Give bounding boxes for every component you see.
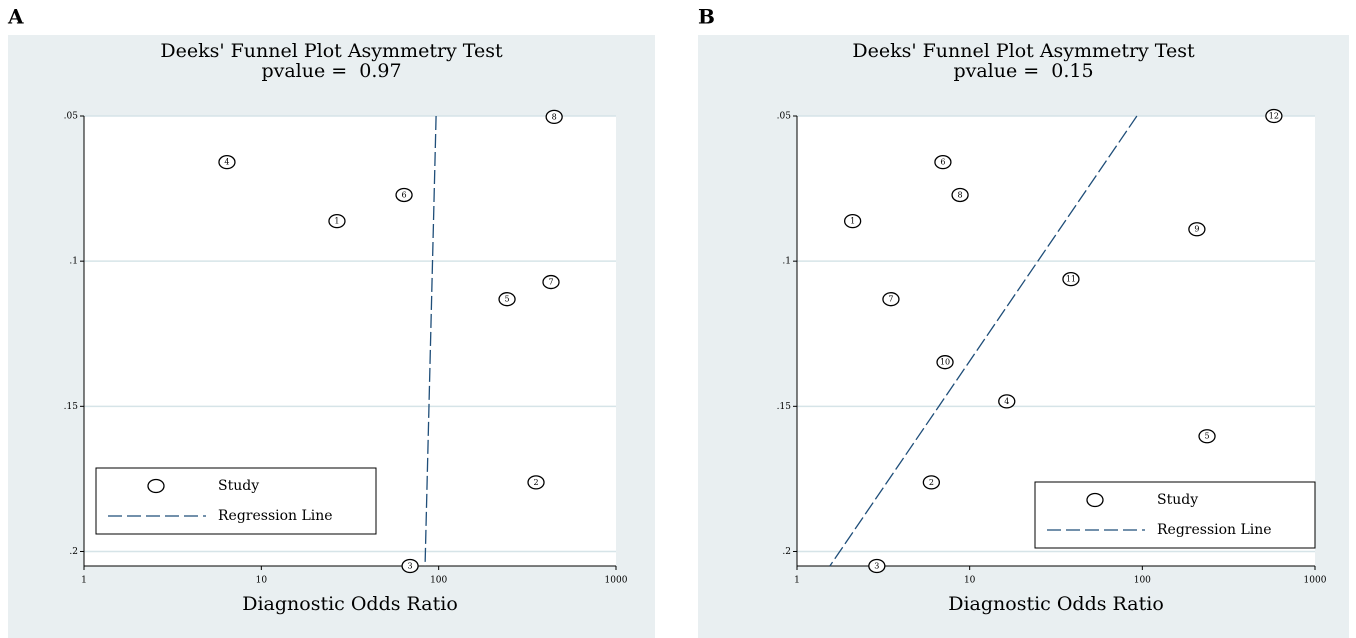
point-label: 11 [1066, 275, 1076, 284]
point-label: 10 [940, 358, 950, 367]
study-point [545, 109, 563, 125]
study-point [936, 355, 954, 370]
point-label: 9 [1194, 225, 1199, 234]
x-tick-label: 100 [430, 576, 447, 586]
legend-box [95, 467, 377, 535]
point-label: 8 [958, 190, 963, 199]
legend-box [1034, 481, 1316, 549]
y-tick-label: .2 [782, 547, 791, 557]
study-point [1198, 429, 1216, 444]
x-tick-label: 1 [81, 576, 87, 586]
study-point [1188, 222, 1206, 237]
x-axis-label: Diagnostic Odds Ratio [242, 593, 458, 615]
study-point [922, 475, 941, 490]
panel-label: A [7, 5, 24, 29]
legend-label: Regression Line [218, 508, 333, 524]
point-label: 5 [1204, 432, 1209, 441]
y-tick-label: .2 [69, 547, 78, 557]
point-label: 1 [334, 217, 339, 226]
chart-title: Deeks' Funnel Plot Asymmetry Test [852, 40, 1195, 62]
y-tick-label: .05 [64, 112, 79, 122]
point-label: 12 [1269, 112, 1279, 121]
study-point [1062, 272, 1080, 287]
panel-label: B [698, 5, 715, 29]
x-tick-label: 1000 [605, 576, 628, 586]
point-label: 5 [505, 295, 510, 304]
point-label: 3 [408, 562, 413, 571]
point-label: 6 [940, 158, 945, 167]
y-tick-label: .05 [777, 112, 792, 122]
study-point [218, 155, 236, 170]
point-label: 3 [874, 562, 879, 571]
study-point [998, 394, 1016, 409]
study-point [934, 155, 952, 170]
study-point [395, 187, 413, 203]
chart-title: Deeks' Funnel Plot Asymmetry Test [160, 40, 503, 62]
study-point [527, 475, 545, 490]
study-point [951, 187, 969, 203]
study-point [882, 292, 900, 307]
y-tick-label: .1 [782, 257, 791, 267]
study-point [498, 292, 516, 307]
legend-label: Regression Line [1157, 522, 1272, 538]
chart-subtitle: pvalue = 0.97 [261, 60, 401, 82]
study-point [328, 213, 346, 229]
study-point [843, 213, 862, 229]
study-point [401, 558, 419, 574]
y-tick-label: .15 [777, 402, 792, 412]
legend-label: Study [1157, 492, 1198, 508]
legend-label: Study [218, 478, 259, 494]
regression-line [829, 115, 1138, 567]
x-tick-label: 10 [964, 576, 976, 586]
x-tick-label: 100 [1134, 576, 1151, 586]
x-axis-label: Diagnostic Odds Ratio [948, 593, 1164, 615]
study-point [1265, 108, 1283, 124]
x-tick-label: 1 [794, 576, 800, 586]
point-label: 8 [552, 112, 557, 121]
chart-subtitle: pvalue = 0.15 [953, 60, 1093, 82]
regression-line [424, 115, 437, 567]
y-tick-label: .15 [64, 402, 79, 412]
point-label: 4 [1004, 397, 1009, 406]
point-label: 2 [533, 478, 538, 487]
study-point [542, 274, 560, 290]
legend-marker [1086, 492, 1104, 508]
study-point [868, 558, 886, 574]
point-label: 7 [548, 278, 553, 287]
point-label: 7 [888, 295, 893, 304]
y-tick-label: .1 [69, 257, 78, 267]
point-label: 4 [224, 158, 229, 167]
x-tick-label: 1000 [1304, 576, 1327, 586]
legend-marker [147, 478, 165, 494]
point-label: 6 [402, 190, 407, 199]
x-tick-label: 10 [256, 576, 268, 586]
point-label: 1 [850, 217, 855, 226]
point-label: 2 [929, 478, 934, 487]
